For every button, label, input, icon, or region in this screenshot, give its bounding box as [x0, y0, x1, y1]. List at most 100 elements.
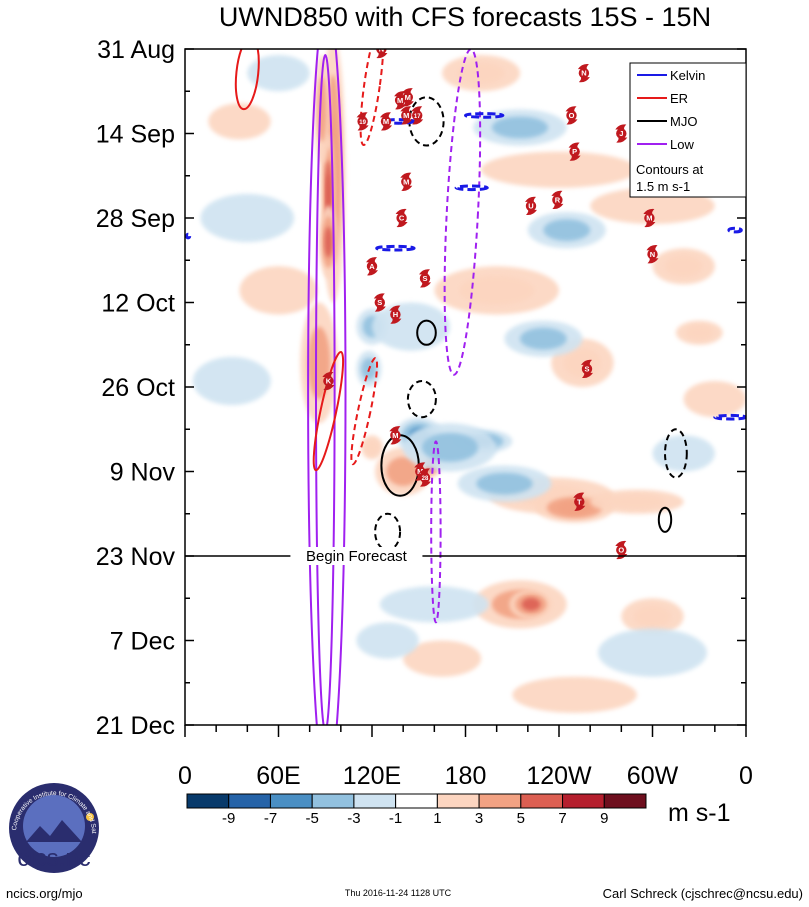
- x-axis: 0 60E 120E 180 120W 60W 0: [178, 725, 753, 790]
- storm-marker: S: [373, 293, 386, 312]
- anomaly-blob: [356, 622, 419, 659]
- storm-arm: [390, 439, 402, 445]
- storm-arm: [574, 505, 586, 511]
- x-tick-label: 0: [178, 762, 192, 790]
- storm-label: K: [326, 377, 332, 386]
- colorbar-label: 7: [558, 810, 566, 827]
- storm-label: O: [618, 546, 624, 555]
- storm-arm: [374, 306, 386, 312]
- anomaly-blob: [683, 381, 746, 418]
- anomaly-blob: [326, 173, 331, 214]
- anomaly-blob: [324, 226, 333, 258]
- kelvin-contour: [375, 244, 416, 252]
- x-tick-label: 60E: [256, 762, 300, 790]
- storm-eye: [401, 110, 412, 121]
- storm-marker: T: [573, 492, 586, 511]
- storm-marker: A: [366, 257, 378, 276]
- anomaly-blob: [365, 440, 379, 455]
- storm-eye: [357, 116, 368, 127]
- storm-arm: [420, 282, 431, 288]
- er-contour: [312, 350, 345, 472]
- storm-arm: [615, 540, 627, 546]
- storm-arm: [390, 318, 402, 324]
- storm-arm: [420, 481, 431, 487]
- storm-arm: [389, 426, 401, 432]
- y-tick-label: 9 Nov: [110, 459, 176, 487]
- anomaly-blob: [379, 586, 489, 623]
- colorbar-swatch: [311, 793, 355, 809]
- anomaly-blob: [685, 325, 714, 340]
- anomaly-blob: [481, 151, 637, 188]
- storm-arm: [402, 101, 414, 107]
- storm-eye: [644, 212, 655, 224]
- low-contour: [430, 440, 442, 624]
- anomaly-blob: [491, 116, 549, 139]
- logo-ring-text: Cooperative Institute for Climate and Sa…: [0, 0, 97, 834]
- storm-arm: [394, 91, 406, 97]
- storm-arm: [395, 104, 407, 110]
- colorbar: -9 -7 -5 -3 -1 1 3 5 7 9: [186, 793, 647, 827]
- storm-arm: [646, 245, 658, 251]
- storm-eye: [396, 212, 407, 224]
- storm-label: M: [417, 467, 423, 476]
- storm-label: U: [528, 202, 533, 211]
- anomaly-blob: [512, 676, 637, 713]
- colorbar-swatch: [436, 793, 480, 809]
- storm-eye: [569, 146, 580, 157]
- y-tick-label: 28 Sep: [96, 205, 175, 233]
- anomaly-blob: [633, 605, 672, 628]
- colorbar-label: -9: [222, 810, 235, 827]
- storm-eye: [390, 309, 401, 320]
- anomaly-blob: [652, 435, 715, 472]
- colorbar-swatch: [520, 793, 564, 809]
- storm-label: P: [572, 147, 577, 156]
- storm-label: C: [399, 214, 405, 223]
- storm-arm: [525, 196, 536, 202]
- anomaly-blob: [247, 55, 310, 92]
- storm-arm: [357, 125, 369, 131]
- kelvin-contour: [464, 112, 505, 119]
- y-tick-label: 31 Aug: [97, 36, 175, 64]
- storm-arm: [366, 257, 377, 263]
- y-tick-label: 21 Dec: [96, 712, 175, 740]
- storm-marker: M: [400, 172, 413, 191]
- anomaly-blob: [598, 628, 707, 677]
- storm-marker: N: [577, 63, 590, 83]
- storm-label: 28: [422, 476, 429, 482]
- anomaly-blob: [476, 472, 533, 495]
- storm-eye: [394, 95, 406, 106]
- colorbar-swatch: [186, 793, 230, 809]
- storm-marker: 19: [356, 112, 369, 131]
- storm-eye: [647, 249, 658, 260]
- storm-marker: 17: [411, 106, 424, 125]
- storm-arm: [582, 372, 593, 379]
- kelvin-contour: [185, 232, 192, 240]
- storm-arm: [367, 270, 378, 276]
- storm-marker: U: [525, 196, 537, 216]
- wave-contours: [185, 49, 746, 725]
- storm-arm: [412, 119, 424, 125]
- storm-label: M: [403, 177, 409, 186]
- anomaly-blob: [543, 219, 591, 242]
- mjo-contour: [406, 380, 437, 419]
- storm-arm: [551, 190, 563, 196]
- storm-arm: [577, 63, 589, 70]
- legend-low-label: Low: [670, 137, 694, 152]
- storm-eye: [574, 496, 585, 507]
- storm-eye: [323, 375, 334, 387]
- forecast-start-label: Begin Forecast: [306, 548, 408, 565]
- footer-url[interactable]: ncics.org/mjo: [6, 886, 83, 901]
- storm-eye: [616, 128, 627, 139]
- anomaly-blob: [239, 266, 318, 315]
- storm-label: M: [403, 111, 409, 120]
- mjo-contour: [664, 428, 688, 479]
- storm-arm: [395, 208, 407, 214]
- storm-label: S: [584, 365, 589, 374]
- storm-arm: [573, 492, 585, 498]
- legend-kelvin-label: Kelvin: [670, 68, 705, 83]
- kelvin-contour: [454, 184, 489, 192]
- storm-arm: [375, 40, 386, 45]
- storm-marker: C: [395, 208, 408, 228]
- anomaly-blob: [563, 348, 602, 378]
- legend-mjo-label: MJO: [670, 114, 697, 129]
